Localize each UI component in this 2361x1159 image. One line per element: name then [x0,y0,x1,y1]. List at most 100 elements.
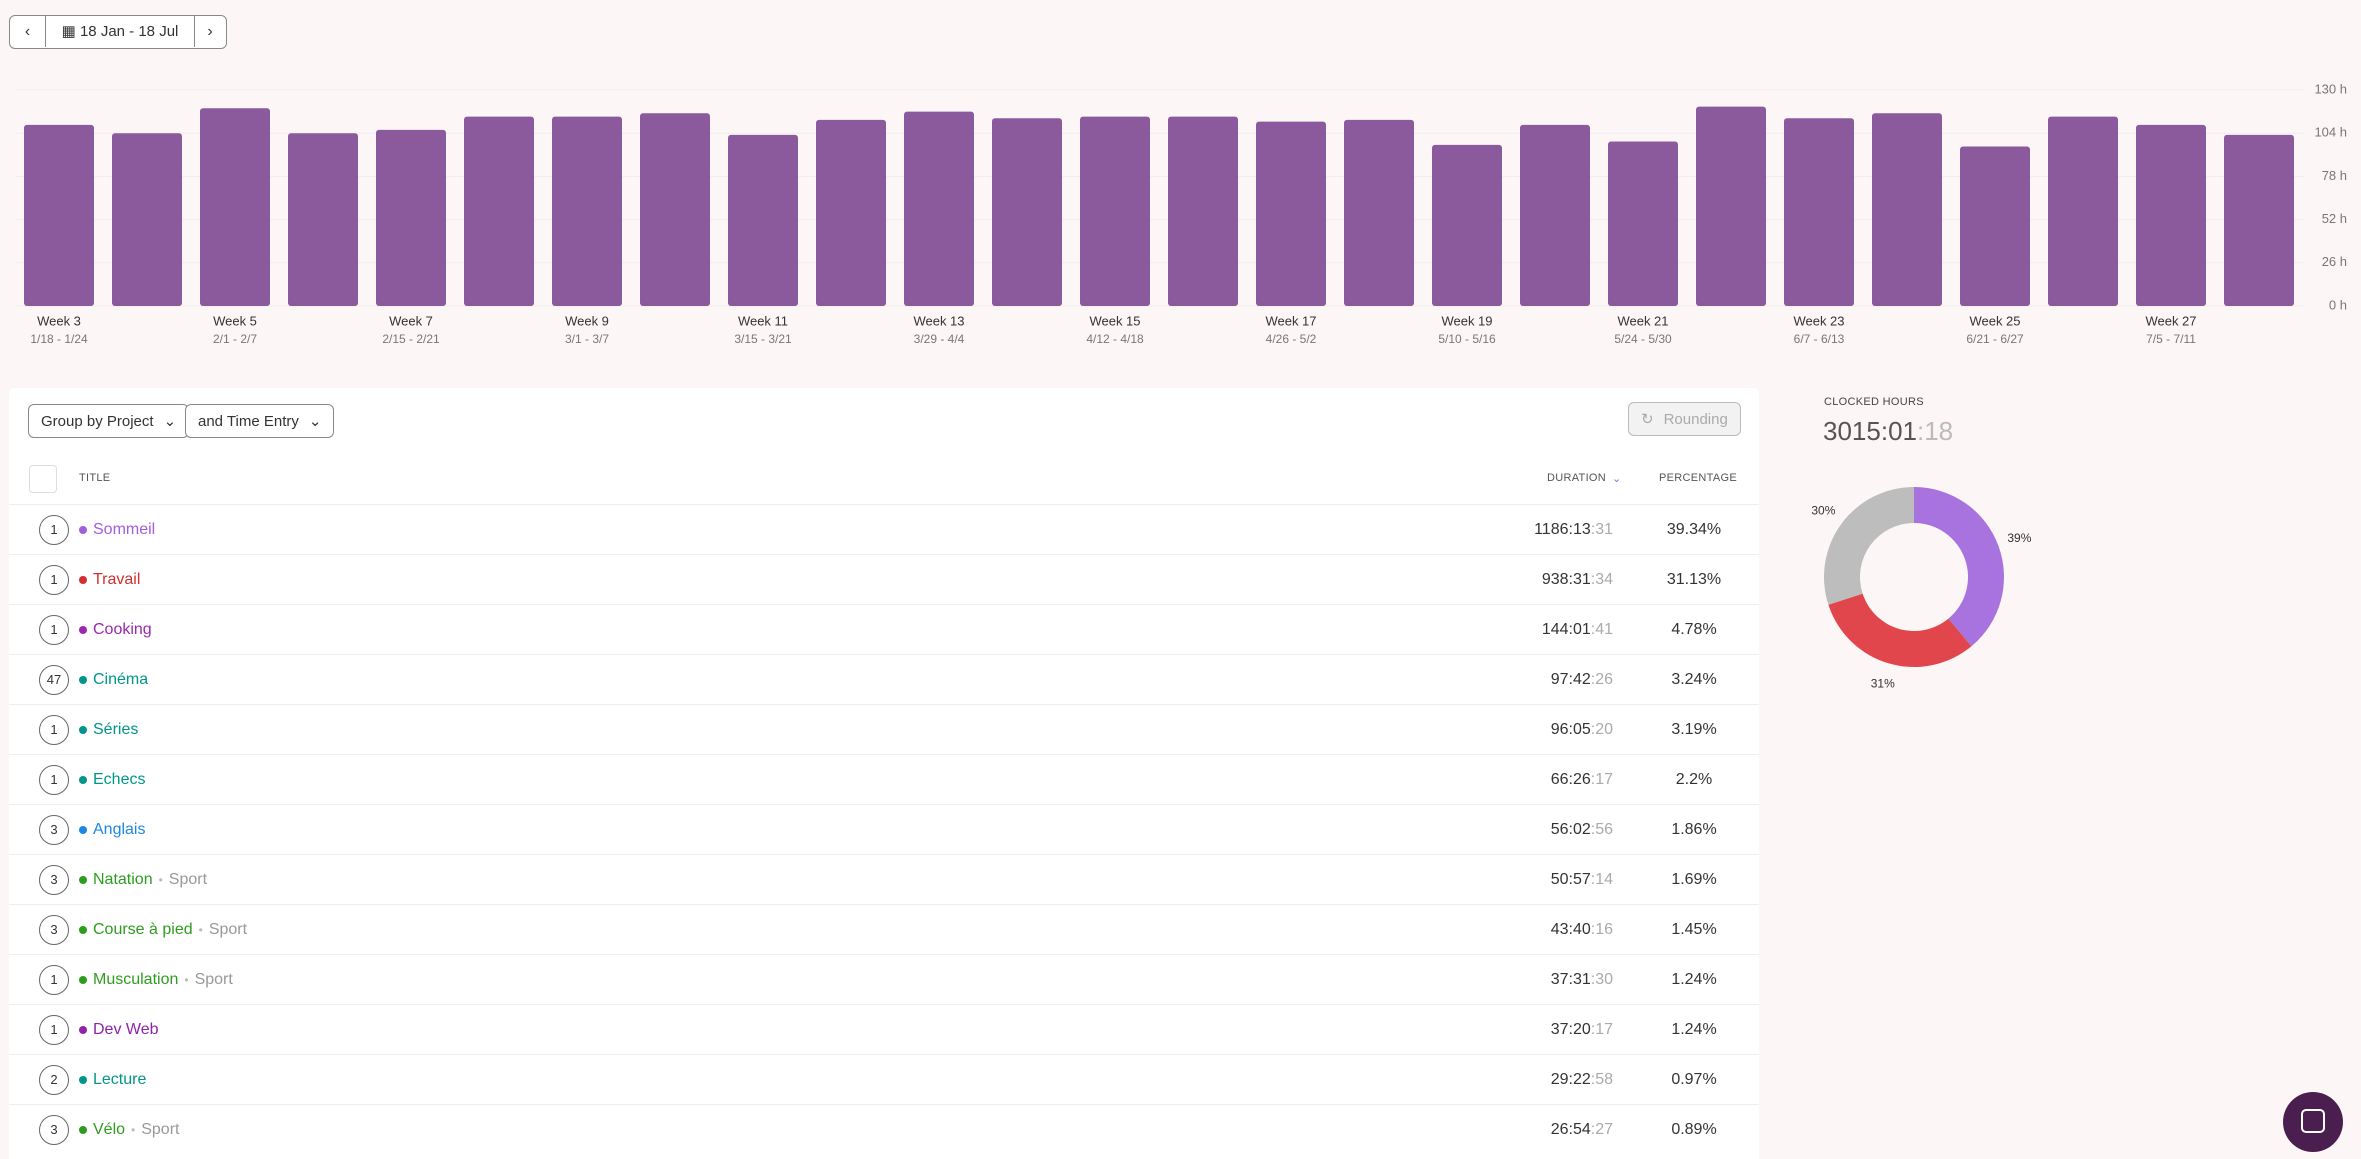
table-row[interactable]: 47 Cinéma 97:42:26 3.24% [9,654,1759,705]
duration-main: 56:02 [1550,821,1591,838]
entry-count: 3 [39,815,69,845]
x-tick-date: 1/18 - 1/24 [30,332,88,346]
table-row[interactable]: 3 Natation • Sport 50:57:14 1.69% [9,854,1759,905]
entry-count: 1 [39,615,69,645]
donut-slice [1828,593,1972,667]
bar [992,118,1062,306]
duration-main: 37:20 [1550,1021,1591,1038]
y-tick-label: 0 h [2329,297,2347,312]
project-title: Musculation [93,971,179,988]
sort-icon: ⌄ [1612,473,1622,485]
duration: 43:40:16 [1551,921,1613,939]
duration-seconds: :17 [1590,771,1613,788]
column-header[interactable]: DURATION [1547,472,1607,484]
bar [552,116,622,306]
slice-label: 30% [1811,503,1835,517]
bar [1520,124,1590,307]
x-tick-date: 3/1 - 3/7 [565,332,609,346]
bar [1256,121,1326,306]
client-name: Sport [194,971,233,988]
next-button[interactable]: › [207,23,213,40]
duration-seconds: :41 [1590,621,1613,638]
project-name: Sommeil [93,521,155,539]
chevron: ⌄ [163,413,177,430]
table-row[interactable]: 1 Musculation • Sport 37:31:30 1.24% [9,954,1759,1005]
bar [2224,134,2294,306]
rounding-label: Rounding [1663,410,1728,428]
percentage: 1.24% [1671,1021,1717,1038]
x-tick-label: Week 7 [389,313,433,328]
duration: 1186:13:31 [1534,521,1613,539]
table-row[interactable]: 3 Anglais 56:02:56 1.86% [9,804,1759,855]
duration: 144:01:41 [1542,621,1613,639]
bar [640,113,710,306]
project-name: Travail [93,571,140,589]
group-label: Group by Project [41,412,154,430]
x-tick-date: 2/15 - 2/21 [382,332,440,346]
project-title: Lecture [93,1071,147,1088]
project-title: Vélo [93,1121,126,1138]
project-dot [79,776,87,784]
project-dot [79,926,87,934]
table-row[interactable]: 1 Cooking 144:01:41 4.78% [9,604,1759,655]
bar [1168,116,1238,306]
date-range[interactable]: ▦ 18 Jan - 18 Jul [45,16,195,47]
duration: 29:22:58 [1551,1071,1613,1089]
slice-label: 31% [1871,677,1895,691]
duration-seconds: :20 [1590,721,1613,738]
rounding-button[interactable]: ↻ Rounding [1628,402,1741,436]
table-row[interactable]: 1 Sommeil 1186:13:31 39.34% [9,504,1759,555]
table-row[interactable]: 1 Echecs 66:26:17 2.2% [9,754,1759,805]
bar [376,129,446,306]
duration-seconds: :17 [1590,1021,1613,1038]
x-tick-date: 6/21 - 6/27 [1966,332,2024,346]
project-name: Séries [93,721,138,739]
duration-seconds: :31 [1590,521,1613,538]
bar [112,133,182,306]
bar [904,111,974,306]
x-tick-label: Week 19 [1441,313,1492,328]
percentage: 1.86% [1671,821,1717,838]
project-title: Echecs [93,771,146,788]
table-row[interactable]: 1 Séries 96:05:20 3.19% [9,704,1759,755]
project-title: Sommeil [93,521,156,538]
project-title: Course à pied [93,921,193,938]
table-row[interactable]: 2 Lecture 29:22:58 0.97% [9,1054,1759,1105]
client-name: Sport [168,871,208,888]
x-tick-date: 3/15 - 3/21 [734,332,792,346]
table-row[interactable]: 3 Course à pied • Sport 43:40:16 1.45% [9,904,1759,955]
percentage: 3.19% [1671,721,1717,738]
prev-button[interactable]: ‹ [24,23,31,40]
project-dot [79,726,87,734]
bar [1696,106,1766,306]
x-tick-label: Week 9 [565,313,609,328]
donut-slice [1914,487,2004,647]
table-row[interactable]: 1 Travail 938:31:34 31.13% [9,554,1759,605]
duration: 50:57:14 [1551,871,1613,889]
y-tick-label: 26 h [2322,254,2347,269]
expand-all[interactable] [29,465,57,493]
client-name: Sport [141,1121,180,1138]
project-title: Dev Web [93,1021,159,1038]
y-tick-label: 78 h [2322,168,2347,183]
duration: 97:42:26 [1551,671,1613,689]
duration: 37:20:17 [1551,1021,1613,1039]
project-title: Travail [93,571,141,588]
chat-button[interactable] [2283,1092,2343,1152]
project-dot [79,526,87,534]
duration-main: 43:40 [1550,921,1591,938]
column-header: PERCENTAGE [1659,472,1737,484]
subgroup-select[interactable]: and Time Entry ⌄ [185,404,335,438]
table-row[interactable]: 3 Vélo • Sport 26:54:27 0.89% [9,1104,1759,1155]
x-tick-label: Week 5 [213,313,257,328]
group-select[interactable]: Group by Project ⌄ [28,404,190,438]
percentage: 39.34% [1666,521,1722,538]
percentage: 1.69% [1671,871,1717,888]
slice-label: 39% [2007,531,2031,545]
project-title: Natation [93,871,153,888]
total-seconds: :18 [1916,416,1954,446]
table-row[interactable]: 1 Dev Web 37:20:17 1.24% [9,1004,1759,1055]
bar [288,133,358,306]
date-picker: ‹ ▦ 18 Jan - 18 Jul › [9,15,227,49]
